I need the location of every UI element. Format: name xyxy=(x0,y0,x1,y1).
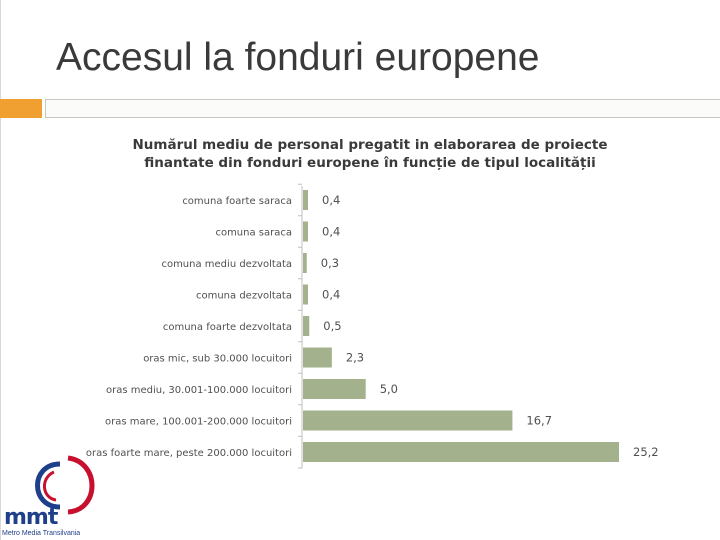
chart-title-line-1: Numărul mediu de personal pregatit in el… xyxy=(132,137,608,153)
bar xyxy=(303,253,307,273)
chart-title-line-2: finantate din fonduri europene în funcți… xyxy=(144,155,596,171)
data-label: 5,0 xyxy=(380,382,398,396)
bar xyxy=(303,410,513,431)
bar xyxy=(303,316,310,336)
bar xyxy=(303,190,309,210)
logo-subtitle: Metro Media Transilvania xyxy=(2,530,81,537)
data-label: 25,2 xyxy=(633,445,659,459)
data-label: 2,3 xyxy=(346,351,364,365)
bar xyxy=(303,347,332,368)
left-border-line xyxy=(0,0,1,540)
bar xyxy=(303,221,309,242)
category-label: comuna foarte saraca xyxy=(182,196,292,207)
data-label: 16,7 xyxy=(526,414,552,428)
category-label: comuna saraca xyxy=(215,228,292,239)
data-label: 0,4 xyxy=(322,193,340,207)
category-label: oras mediu, 30.001-100.000 locuitori xyxy=(106,385,292,396)
bar xyxy=(303,442,619,462)
slide-title: Accesul la fonduri europene xyxy=(56,36,540,79)
category-label: oras mare, 100.001-200.000 locuitori xyxy=(105,417,292,428)
category-label: comuna mediu dezvoltata xyxy=(161,259,292,270)
category-label: comuna foarte dezvoltata xyxy=(163,322,292,333)
category-label: oras foarte mare, peste 200.000 locuitor… xyxy=(86,448,292,459)
data-label: 0,3 xyxy=(321,256,339,270)
data-label: 0,5 xyxy=(323,319,341,333)
bar xyxy=(303,379,366,399)
bar xyxy=(303,284,309,305)
chart-title: Numărul mediu de personal pregatit in el… xyxy=(120,136,620,172)
logo-wordmark: mmt xyxy=(4,505,58,530)
category-label: comuna dezvoltata xyxy=(196,291,292,302)
mmt-logo-icon xyxy=(35,455,95,515)
accent-square xyxy=(0,99,42,118)
data-label: 0,4 xyxy=(322,225,340,239)
data-label: 0,4 xyxy=(322,288,340,302)
accent-bar xyxy=(45,99,720,118)
category-label: oras mic, sub 30.000 locuitori xyxy=(143,354,292,365)
